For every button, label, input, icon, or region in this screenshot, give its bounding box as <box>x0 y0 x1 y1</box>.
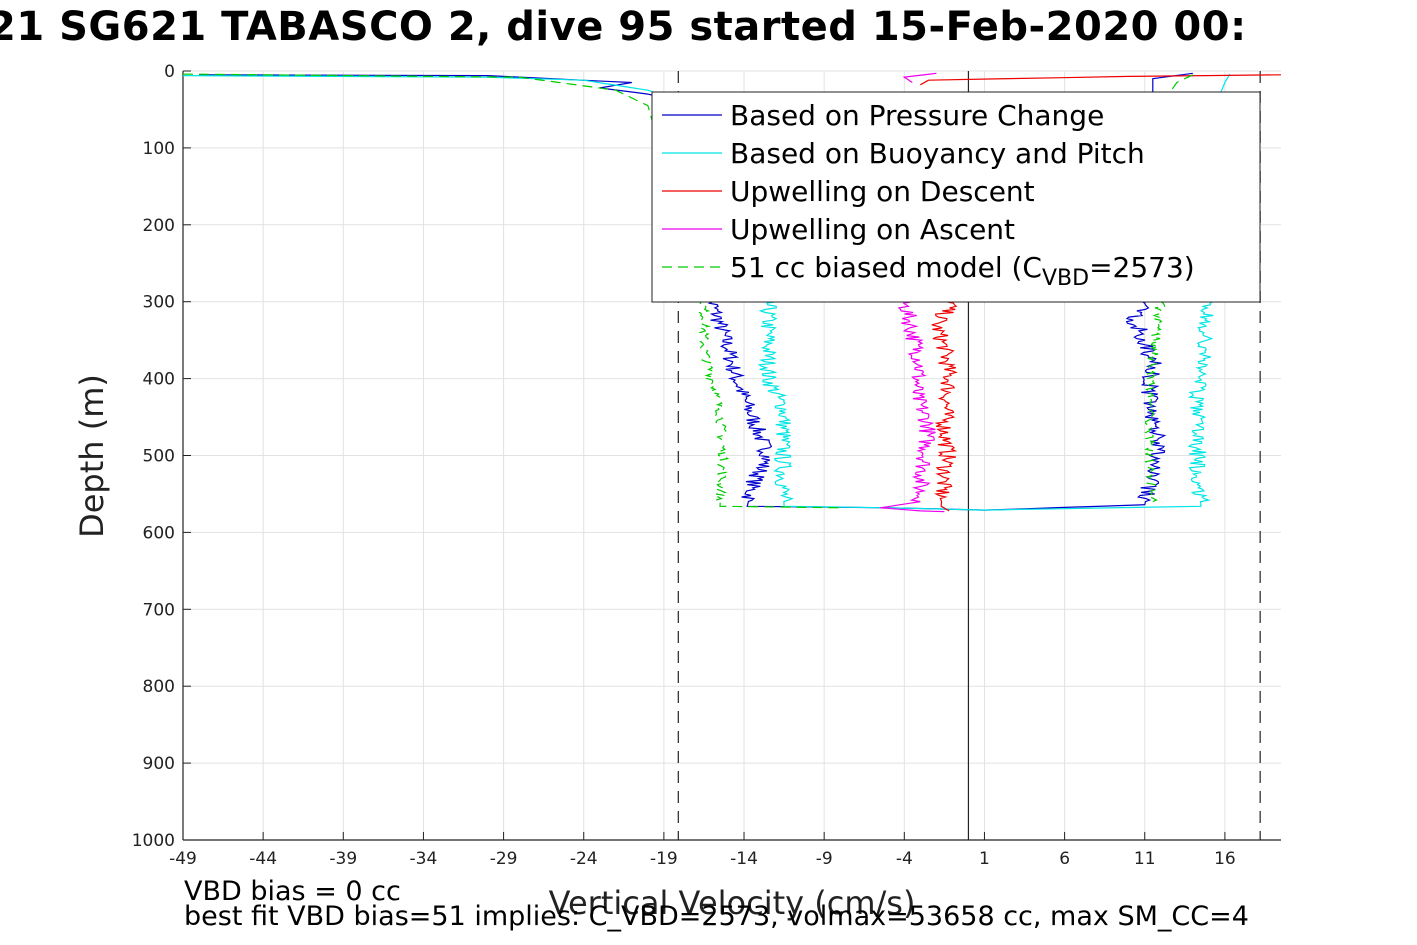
legend-box <box>651 91 1261 303</box>
y-tick-label: 400 <box>143 370 175 390</box>
x-axis-label: Vertical Velocity (cm/s) <box>549 884 916 922</box>
x-tick-label: -39 <box>329 849 357 869</box>
y-tick-label: 600 <box>143 523 175 543</box>
legend-entry: Based on Buoyancy and Pitch <box>730 137 1145 170</box>
series-line-4-descent <box>880 301 945 513</box>
vbd-bias-note: VBD bias = 0 cc <box>184 876 401 907</box>
best-fit-note: best fit VBD bias=51 implies: C_VBD=2573… <box>184 901 1249 932</box>
x-tick-label: 16 <box>1214 849 1236 869</box>
series-line-3-ascent <box>920 74 1282 86</box>
y-tick-label: 800 <box>143 677 175 697</box>
axis-labels: Vertical Velocity (cm/s) Depth (m) <box>73 374 915 922</box>
axes-layer: -49 -44 -39 -34 -29 -24 -19 -14 -9 -4 1 6 11 16010020… <box>132 62 1281 869</box>
y-tick-label: 300 <box>143 293 175 313</box>
x-tick-label: -34 <box>410 849 438 869</box>
y-tick-label: 200 <box>143 216 175 236</box>
x-tick-label: -29 <box>490 849 518 869</box>
series-line-3-descent <box>931 301 958 512</box>
x-tick-label: 11 <box>1134 849 1156 869</box>
x-tick-label: 6 <box>1059 849 1070 869</box>
series-line-4-ascent <box>902 72 937 84</box>
legend-entry: Upwelling on Descent <box>730 175 1035 208</box>
y-tick-label: 700 <box>143 600 175 620</box>
x-tick-label: -9 <box>816 849 833 869</box>
chart-title-fragment: 21 <box>0 4 45 50</box>
legend-entry: Upwelling on Ascent <box>730 213 1015 246</box>
x-tick-label: -19 <box>650 849 678 869</box>
legend-entry: 51 cc biased model (CVBD=2573) <box>730 251 1195 291</box>
legend: Based on Pressure Change Based on Buoyanc… <box>651 91 1261 303</box>
legend-entry: Based on Pressure Change <box>730 99 1104 132</box>
y-tick-label: 500 <box>143 447 175 467</box>
x-tick-label: -4 <box>896 849 913 869</box>
x-tick-label: 1 <box>979 849 990 869</box>
y-axis-label: Depth (m) <box>73 374 111 538</box>
y-tick-label: 1000 <box>132 831 175 851</box>
x-tick-label: -49 <box>169 849 197 869</box>
y-tick-label: 900 <box>143 754 175 774</box>
x-tick-label: -14 <box>730 849 758 869</box>
x-tick-label: -24 <box>570 849 598 869</box>
chart-title: 21 SG621 TABASCO 2, dive 95 started 15-F… <box>0 4 1417 50</box>
y-tick-label: 100 <box>143 139 175 159</box>
chart-title-main: SG621 TABASCO 2, dive 95 started 15-Feb-… <box>59 4 1247 50</box>
x-tick-label: -44 <box>249 849 277 869</box>
y-tick-label: 0 <box>164 62 175 82</box>
